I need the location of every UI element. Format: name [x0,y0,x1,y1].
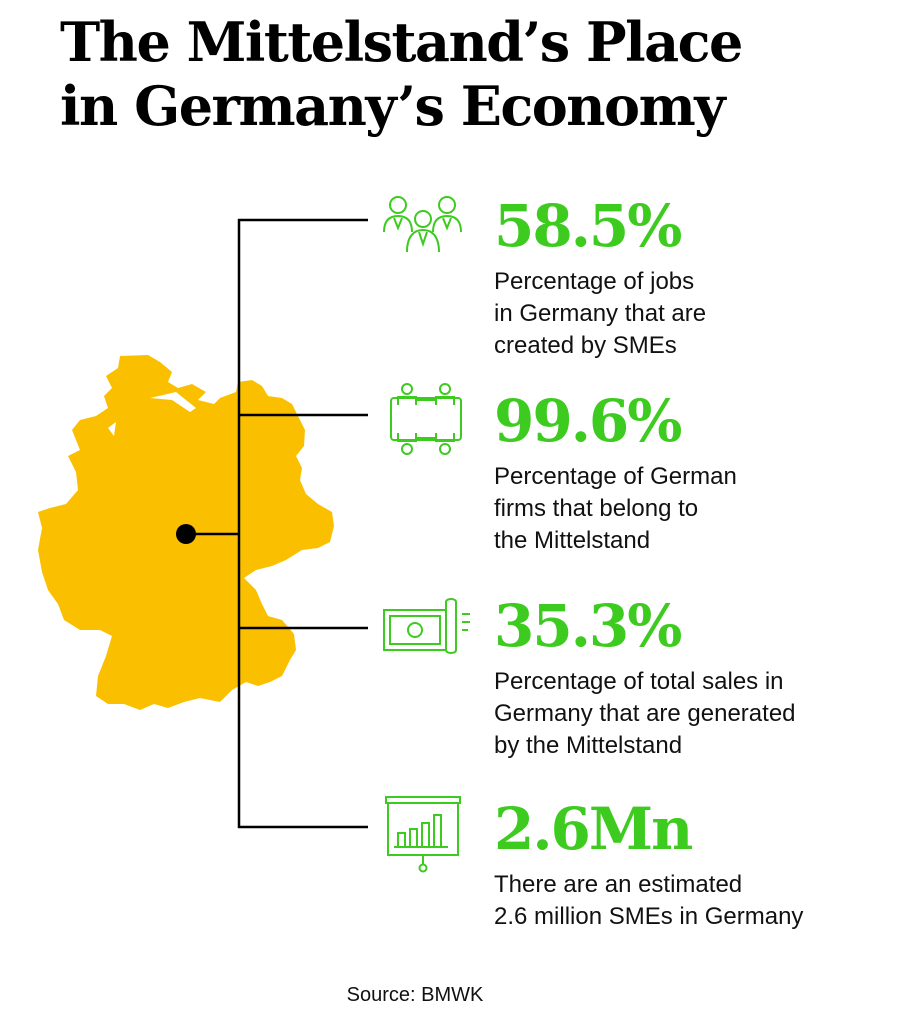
stat-desc-line: by the Mittelstand [494,732,683,759]
title-line-2: in Germany’s Economy [60,74,726,138]
people-group-icon [383,196,462,253]
stat-value: 35.3% [494,592,682,660]
stat-description: There are an estimated 2.6 million SMEs … [494,869,803,933]
stat-firms: 99.6% Percentage of German firms that be… [494,389,737,557]
stat-desc-line: There are an estimated [494,871,743,898]
stat-desc-line: in Germany that are [494,300,707,327]
stat-desc-line: the Mittelstand [494,527,651,554]
map-center-dot [176,524,196,544]
stat-value: 58.5% [494,192,682,260]
stat-sme-count: 2.6Mn There are an estimated 2.6 million… [494,797,803,933]
source-credit: Source: BMWK [346,984,484,1006]
stat-desc-line: 2.6 million SMEs in Germany [494,903,804,930]
meeting-table-icon [390,383,462,455]
stat-desc-line: Germany that are generated [494,700,796,727]
stat-jobs: 58.5% Percentage of jobs in Germany that… [494,194,706,362]
stat-desc-line: Percentage of German [494,463,737,490]
stat-desc-line: Percentage of total sales in [494,668,784,695]
money-bill-icon [383,598,470,654]
stat-desc-line: created by SMEs [494,332,677,359]
stat-value: 99.6% [494,387,682,455]
stat-description: Percentage of German firms that belong t… [494,461,737,557]
presentation-chart-icon [385,796,461,873]
stat-sales: 35.3% Percentage of total sales in Germa… [494,594,796,762]
stat-value: 2.6Mn [494,795,693,863]
title-line-1: The Mittelstand’s Place [60,10,743,74]
stat-description: Percentage of jobs in Germany that are c… [494,266,706,362]
infographic-title: The Mittelstand’s Place in Germany’s Eco… [60,10,743,138]
stat-desc-line: Percentage of jobs [494,268,695,295]
stat-description: Percentage of total sales in Germany tha… [494,666,796,762]
stat-desc-line: firms that belong to [494,495,699,522]
